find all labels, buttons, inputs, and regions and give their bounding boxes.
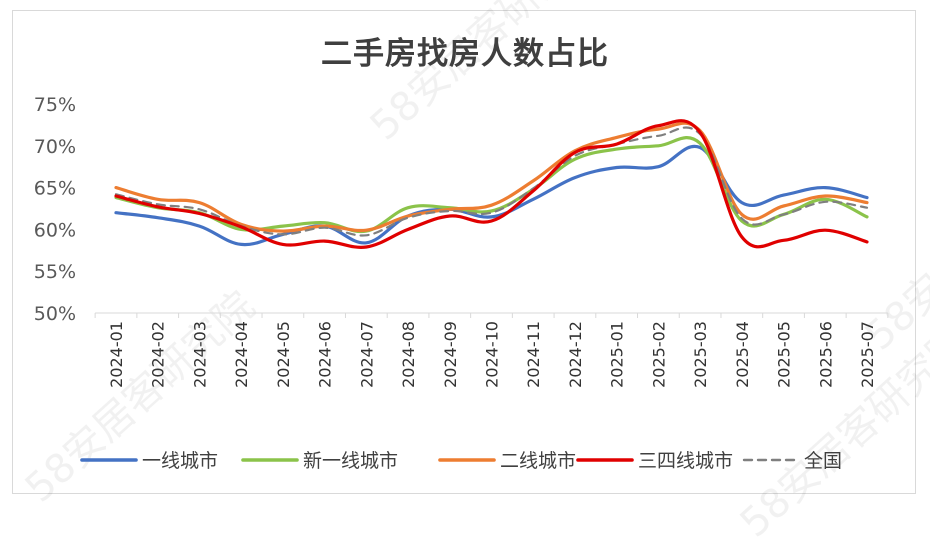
legend-label: 三四线城市 xyxy=(638,450,733,472)
x-tick-label: 2024-05 xyxy=(274,321,293,388)
x-tick-label: 2024-10 xyxy=(483,321,502,388)
x-tick-label: 2024-09 xyxy=(441,321,460,388)
y-tick-label: 70% xyxy=(34,136,76,158)
x-axis: 2024-01 2024-02 2024-03 2024-04 2024-05 2024-… xyxy=(94,312,889,388)
x-tick-label: 2025-01 xyxy=(608,321,627,388)
x-tick-label: 2024-04 xyxy=(232,321,251,388)
series-line-4 xyxy=(114,119,869,249)
x-tick-label: 2025-06 xyxy=(816,321,835,388)
x-tick-label: 2024-01 xyxy=(107,321,126,388)
x-tick-label: 2025-04 xyxy=(733,321,752,388)
legend-label: 二线城市 xyxy=(500,450,576,472)
y-tick-label: 65% xyxy=(34,178,76,200)
y-axis: 50% 55% 60% 65% 70% 75% xyxy=(34,94,76,325)
y-tick-label: 60% xyxy=(34,219,76,241)
series-line-2 xyxy=(114,136,869,234)
x-tick-label: 2024-12 xyxy=(566,321,585,388)
x-tick-label: 2024-06 xyxy=(316,321,335,388)
line-chart: 50% 55% 60% 65% 70% 75% 2024-01 2024-02 2024-03… xyxy=(34,94,889,472)
x-tick-label: 2024-11 xyxy=(524,321,543,388)
series-layer xyxy=(114,119,869,249)
x-tick-label: 2025-03 xyxy=(691,321,710,388)
series-line-1 xyxy=(114,144,869,247)
x-tick-label: 2024-08 xyxy=(399,321,418,388)
series-line-3 xyxy=(114,121,869,233)
x-tick-label: 2024-02 xyxy=(149,321,168,388)
x-tick-label: 2024-03 xyxy=(190,321,209,388)
x-tick-label: 2025-07 xyxy=(858,321,877,388)
legend-label: 全国 xyxy=(804,450,842,472)
legend: 一线城市 新一线城市 二线城市 三四线城市 全国 xyxy=(80,450,842,472)
legend-label: 一线城市 xyxy=(142,450,218,472)
chart-title: 二手房找房人数占比 xyxy=(321,36,609,72)
chart-frame xyxy=(12,10,916,494)
x-tick-label: 2024-07 xyxy=(357,321,376,388)
y-tick-label: 50% xyxy=(34,303,76,325)
y-tick-label: 75% xyxy=(34,94,76,116)
y-tick-label: 55% xyxy=(34,261,76,283)
legend-label: 新一线城市 xyxy=(303,450,398,472)
x-tick-label: 2025-02 xyxy=(649,321,668,388)
x-tick-label: 2025-05 xyxy=(775,321,794,388)
